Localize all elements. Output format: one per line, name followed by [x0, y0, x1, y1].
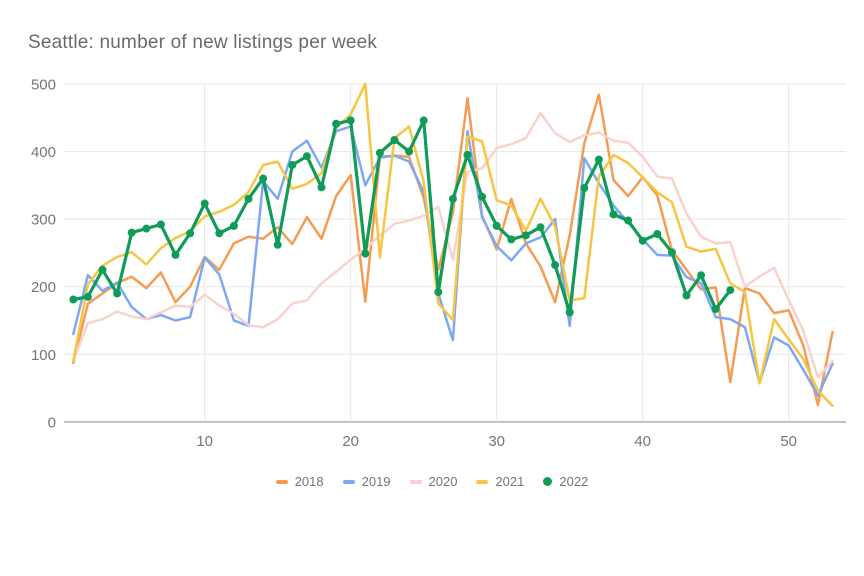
data-point [726, 286, 735, 295]
data-point [332, 119, 341, 128]
data-point [551, 261, 560, 270]
y-axis-tick-label: 500 [31, 76, 56, 93]
series-points-2022 [69, 116, 735, 317]
data-point [697, 271, 706, 280]
data-point [594, 155, 603, 164]
data-point [653, 229, 662, 238]
y-axis-tick-label: 300 [31, 212, 56, 229]
legend-label: 2022 [559, 474, 589, 489]
data-point [478, 192, 487, 201]
series-line-2022 [71, 118, 732, 314]
legend-label: 2021 [495, 474, 525, 489]
data-point [113, 289, 122, 298]
data-point [273, 240, 282, 249]
data-point [288, 161, 297, 170]
data-point [317, 183, 326, 192]
data-point [463, 150, 472, 159]
data-point [536, 223, 545, 232]
legend-swatch-2022 [543, 477, 553, 486]
data-point [507, 235, 516, 244]
y-axis-tick-label: 0 [48, 414, 56, 431]
data-point [624, 216, 633, 225]
legend-swatch-2020 [409, 479, 422, 484]
x-axis-tick-label: 40 [634, 433, 651, 450]
series-line-2019 [72, 125, 834, 397]
legend-label: 2020 [428, 474, 458, 489]
legend-item-2019: 2019 [342, 474, 391, 489]
data-point [448, 194, 457, 203]
data-point [215, 229, 224, 238]
y-axis-labels: 0 100 200 300 400 500 [31, 76, 56, 431]
x-axis-tick-label: 10 [196, 433, 213, 450]
data-point [142, 224, 151, 233]
y-axis-tick-label: 400 [31, 144, 56, 161]
data-point [361, 249, 370, 258]
data-point [98, 265, 107, 274]
data-point [229, 221, 238, 230]
data-point [171, 250, 180, 259]
data-point [711, 305, 720, 314]
legend-label: 2019 [361, 474, 391, 489]
legend-swatch-2019 [342, 479, 355, 484]
data-point [244, 194, 253, 203]
data-point [375, 148, 384, 157]
data-point [492, 221, 501, 230]
data-point [419, 116, 428, 125]
x-axis-tick-label: 50 [780, 433, 797, 450]
data-point [565, 308, 574, 317]
series-line-2018 [72, 93, 834, 407]
data-point [638, 236, 647, 245]
data-point [302, 152, 311, 161]
legend-label: 2018 [294, 474, 324, 489]
x-axis-tick-label: 20 [342, 433, 359, 450]
chart-title: Seattle: number of new listings per week [28, 32, 378, 53]
series-line-2021 [72, 82, 834, 407]
data-point [346, 116, 355, 125]
data-point [200, 199, 209, 208]
line-chart-plot-area: 0 100 200 300 400 500 10 20 30 40 50 [31, 76, 846, 450]
data-point [609, 210, 618, 219]
series-line-2020 [72, 111, 834, 379]
legend-swatch-2018 [275, 479, 288, 484]
legend-item-2021: 2021 [476, 474, 524, 489]
data-point [259, 174, 268, 183]
legend-item-2020: 2020 [409, 474, 458, 489]
data-point [186, 229, 195, 238]
data-point [405, 147, 414, 156]
data-point [521, 231, 530, 240]
chart-legend: 2018 2019 2020 2021 2022 [0, 474, 864, 489]
data-point [580, 184, 589, 193]
data-point [127, 228, 136, 237]
legend-swatch-2021 [476, 479, 489, 484]
y-axis-tick-label: 100 [31, 347, 56, 364]
legend-item-2018: 2018 [275, 474, 324, 489]
legend-item-2022: 2022 [543, 474, 588, 489]
y-axis-tick-label: 200 [31, 279, 56, 296]
data-point [434, 288, 443, 297]
data-point [69, 295, 78, 304]
data-point [83, 292, 92, 301]
data-point [682, 291, 691, 300]
data-point [667, 248, 676, 257]
data-point [156, 220, 165, 229]
x-axis-labels: 10 20 30 40 50 [196, 433, 797, 450]
data-point [390, 136, 399, 145]
x-axis-tick-label: 30 [488, 433, 505, 450]
